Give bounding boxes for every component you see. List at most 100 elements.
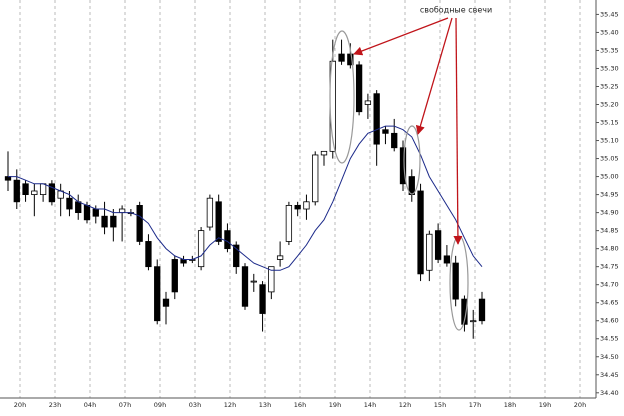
candle-body <box>13 179 20 203</box>
y-tick-label: 35.10 <box>600 137 619 145</box>
y-tick-label: 34.50 <box>600 353 619 361</box>
x-tick-label: 12h <box>399 401 411 409</box>
candle-body <box>118 208 126 214</box>
y-tick-label: 34.75 <box>600 263 619 271</box>
y-tick-label: 35.30 <box>600 64 619 72</box>
candle-body <box>215 201 222 242</box>
y-tick-label: 34.85 <box>600 227 619 235</box>
candle-body <box>75 201 82 214</box>
candle-body <box>66 197 73 210</box>
candle-body <box>294 205 301 210</box>
y-tick-label: 35.45 <box>600 10 619 18</box>
candle-body <box>426 233 433 271</box>
y-tick-label: 35.35 <box>600 46 619 54</box>
x-tick-label: 19h <box>539 401 551 409</box>
x-tick-label: 14h <box>364 401 376 409</box>
x-tick-label: 13h <box>259 401 271 409</box>
y-tick-label: 34.70 <box>600 281 619 289</box>
candle-body <box>250 280 257 283</box>
candle-body <box>206 197 214 228</box>
y-tick-label: 34.90 <box>600 209 619 217</box>
x-tick-label: 20h <box>14 401 26 409</box>
x-tick-label: 18h <box>504 401 516 409</box>
y-tick-label: 34.40 <box>600 389 619 397</box>
candle-body <box>320 150 328 156</box>
candle-body <box>31 190 38 195</box>
candle-body <box>110 215 117 228</box>
candle-body <box>154 266 161 322</box>
candle-body <box>347 53 354 66</box>
candle-body <box>382 129 389 134</box>
candle-body <box>276 255 284 260</box>
y-tick-label: 34.95 <box>600 191 619 199</box>
candle-body <box>92 208 99 217</box>
x-tick-label: 07h <box>119 401 131 409</box>
x-tick-label: 09h <box>154 401 166 409</box>
candle-body <box>136 205 143 242</box>
candle-body <box>417 190 424 275</box>
candle-body <box>434 230 442 260</box>
candle-body <box>285 205 293 242</box>
candle-body <box>399 147 407 185</box>
candle-body <box>83 205 91 221</box>
y-tick-label: 34.80 <box>600 245 619 253</box>
x-tick-label: 04h <box>84 401 96 409</box>
candle-body <box>259 284 266 314</box>
x-tick-label: 20h <box>574 401 586 409</box>
candle-body <box>461 298 468 325</box>
candle-body <box>171 259 178 293</box>
arrow <box>453 17 463 245</box>
candle-body <box>443 255 451 264</box>
x-tick-label: 17h <box>469 401 481 409</box>
candle-body <box>22 183 29 195</box>
candle-body <box>4 176 12 181</box>
grid <box>19 0 581 398</box>
candle-body <box>48 183 56 203</box>
candle-body <box>355 64 363 113</box>
candle-body <box>241 266 249 307</box>
candle-body <box>39 183 47 195</box>
x-tick-label: 23h <box>49 401 61 409</box>
candle-body <box>364 100 372 105</box>
candle-body <box>408 176 415 195</box>
candle-body <box>391 132 398 149</box>
y-tick-label: 35.15 <box>600 119 619 127</box>
candle-body <box>478 298 486 322</box>
y-tick-label: 35.05 <box>600 155 619 163</box>
x-tick-label: 15h <box>434 401 446 409</box>
y-tick-label: 35.25 <box>600 82 619 90</box>
candle-body <box>233 244 240 268</box>
x-tick-label: 03h <box>189 401 201 409</box>
candle-body <box>162 298 170 307</box>
candle-body <box>101 215 108 228</box>
y-tick-label: 35.40 <box>600 28 619 36</box>
y-tick-label: 35.20 <box>600 101 619 109</box>
highlight-ellipse <box>403 125 421 195</box>
x-tick-label: 12h <box>224 401 236 409</box>
candle-body <box>303 201 310 210</box>
arrow <box>415 17 453 135</box>
y-tick-label: 34.55 <box>600 335 619 343</box>
y-tick-label: 34.65 <box>600 299 619 307</box>
candle-body <box>373 93 380 145</box>
x-tick-label: 16h <box>294 401 306 409</box>
candle-body <box>197 230 205 268</box>
arrow <box>353 17 449 56</box>
x-tick-label: 19h <box>329 401 341 409</box>
candle-body <box>145 241 152 268</box>
candle-body <box>312 154 319 203</box>
highlight-ellipse <box>329 30 355 164</box>
arrows <box>353 17 463 245</box>
candle-body <box>338 53 345 62</box>
y-tick-label: 34.60 <box>600 317 619 325</box>
candle-body <box>224 230 231 250</box>
moving-average <box>8 125 483 271</box>
candle-body <box>268 266 275 293</box>
candle-body <box>452 262 459 300</box>
candle-body <box>470 320 477 323</box>
annotation: свободные свечи <box>420 6 492 15</box>
y-tick-label: 35.00 <box>600 173 619 181</box>
y-tick-label: 34.45 <box>600 371 619 379</box>
